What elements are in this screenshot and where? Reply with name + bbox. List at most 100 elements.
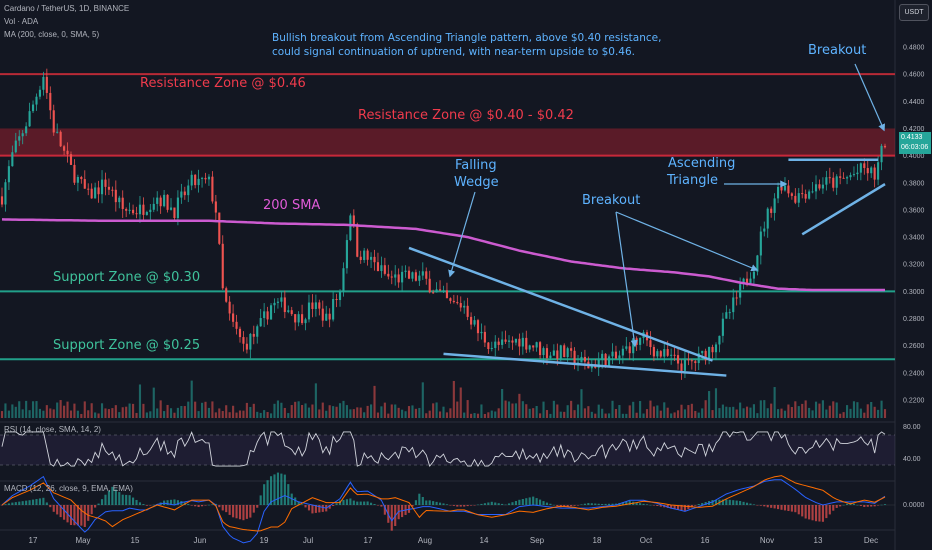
candle-body bbox=[635, 338, 638, 345]
candle-body bbox=[859, 163, 862, 173]
candle-body bbox=[532, 345, 535, 348]
macd-histogram-bar bbox=[421, 497, 424, 505]
candle-body bbox=[138, 204, 142, 215]
volume-bar bbox=[787, 404, 790, 418]
candle-body bbox=[649, 340, 652, 348]
volume-bar bbox=[828, 405, 831, 418]
candle-body bbox=[659, 351, 662, 357]
macd-histogram-bar bbox=[745, 502, 749, 505]
candle-body bbox=[397, 274, 400, 283]
volume-bar bbox=[183, 406, 186, 418]
macd-histogram-bar bbox=[532, 496, 535, 505]
candle-body bbox=[187, 185, 190, 196]
macd-histogram-bar bbox=[697, 504, 700, 505]
macd-histogram-bar bbox=[390, 505, 393, 531]
macd-histogram-bar bbox=[714, 499, 718, 505]
candle-body bbox=[614, 351, 618, 359]
volume-bar bbox=[28, 410, 31, 418]
volume-bar bbox=[725, 406, 728, 418]
candle-body bbox=[445, 290, 449, 299]
macd-histogram-bar bbox=[4, 504, 7, 505]
candle-body bbox=[501, 339, 504, 345]
macd-histogram-bar bbox=[601, 504, 604, 505]
candle-body bbox=[639, 337, 642, 345]
candle-body bbox=[190, 174, 193, 186]
macd-line bbox=[1, 475, 886, 544]
volume-bar bbox=[152, 387, 155, 418]
currency-badge[interactable]: USDT bbox=[899, 4, 929, 21]
volume-bar bbox=[338, 403, 342, 418]
volume-bar bbox=[42, 410, 45, 418]
macd-histogram-bar bbox=[808, 505, 811, 520]
macd-histogram-bar bbox=[694, 505, 697, 506]
price-tick-label: 0.3600 bbox=[903, 207, 925, 214]
macd-histogram-bar bbox=[276, 472, 280, 505]
candle-body bbox=[301, 314, 304, 324]
macd-histogram-bar bbox=[556, 505, 559, 507]
macd-histogram-bar bbox=[69, 505, 73, 525]
volume-bar bbox=[607, 413, 611, 418]
macd-histogram-bar bbox=[45, 502, 48, 505]
candle-body bbox=[725, 312, 728, 319]
volume-bar bbox=[87, 410, 90, 418]
macd-histogram-bar bbox=[35, 499, 38, 505]
volume-bar bbox=[642, 413, 645, 418]
macd-histogram-bar bbox=[494, 502, 497, 505]
macd-histogram-bar bbox=[863, 505, 866, 507]
macd-histogram-bar bbox=[52, 505, 55, 512]
macd-histogram-bar bbox=[749, 503, 752, 505]
volume-bar bbox=[573, 410, 576, 418]
volume-bar bbox=[156, 408, 159, 418]
volume-bar bbox=[814, 401, 818, 418]
macd-histogram-bar bbox=[877, 505, 880, 506]
macd-histogram-bar bbox=[445, 504, 449, 505]
macd-histogram-bar bbox=[704, 502, 707, 505]
macd-histogram-bar bbox=[414, 500, 417, 505]
macd-histogram-bar bbox=[49, 505, 52, 508]
volume-bar bbox=[556, 404, 559, 418]
volume-bar bbox=[639, 401, 642, 418]
breakout-top-label: Breakout bbox=[808, 43, 867, 58]
macd-histogram-bar bbox=[459, 505, 462, 507]
macd-histogram-bar bbox=[842, 504, 845, 506]
macd-histogram-bar bbox=[345, 499, 348, 505]
macd-histogram-bar bbox=[269, 476, 273, 505]
macd-histogram-bar bbox=[456, 505, 459, 507]
macd-histogram-bar bbox=[504, 504, 507, 506]
candle-body bbox=[683, 359, 687, 371]
volume-bar bbox=[121, 407, 124, 418]
candle-body bbox=[507, 340, 511, 342]
macd-histogram-bar bbox=[545, 502, 549, 505]
volume-bar bbox=[811, 410, 814, 418]
candle-body bbox=[45, 76, 48, 93]
volume-bar bbox=[0, 411, 4, 418]
volume-bar bbox=[694, 410, 697, 418]
macd-histogram-bar bbox=[777, 505, 780, 510]
candle-body bbox=[721, 318, 724, 336]
candle-body bbox=[169, 207, 173, 210]
candle-body bbox=[370, 256, 373, 260]
macd-histogram-bar bbox=[349, 498, 352, 505]
volume-bar bbox=[318, 409, 321, 418]
macd-histogram-bar bbox=[225, 505, 228, 513]
volume-bar bbox=[649, 400, 652, 418]
macd-histogram-bar bbox=[169, 499, 173, 505]
candle-body bbox=[832, 177, 835, 188]
ascending-triangle-label-2: Triangle bbox=[667, 173, 719, 188]
volume-bar bbox=[273, 403, 276, 418]
volume-bar bbox=[445, 412, 449, 418]
volume-bar bbox=[521, 401, 524, 418]
macd-histogram-bar bbox=[90, 505, 93, 515]
volume-bar bbox=[763, 400, 766, 418]
candle-body bbox=[111, 189, 114, 191]
volume-bar bbox=[31, 401, 35, 418]
price-tick-label: 0.2800 bbox=[903, 316, 925, 323]
macd-histogram-bar bbox=[287, 484, 290, 505]
volume-bar bbox=[280, 402, 283, 418]
macd-histogram-bar bbox=[611, 503, 614, 505]
macd-histogram-bar bbox=[711, 500, 714, 505]
macd-histogram-bar bbox=[380, 505, 383, 507]
macd-histogram-bar bbox=[242, 505, 245, 521]
candle-body bbox=[342, 268, 345, 292]
volume-bar bbox=[311, 404, 314, 418]
